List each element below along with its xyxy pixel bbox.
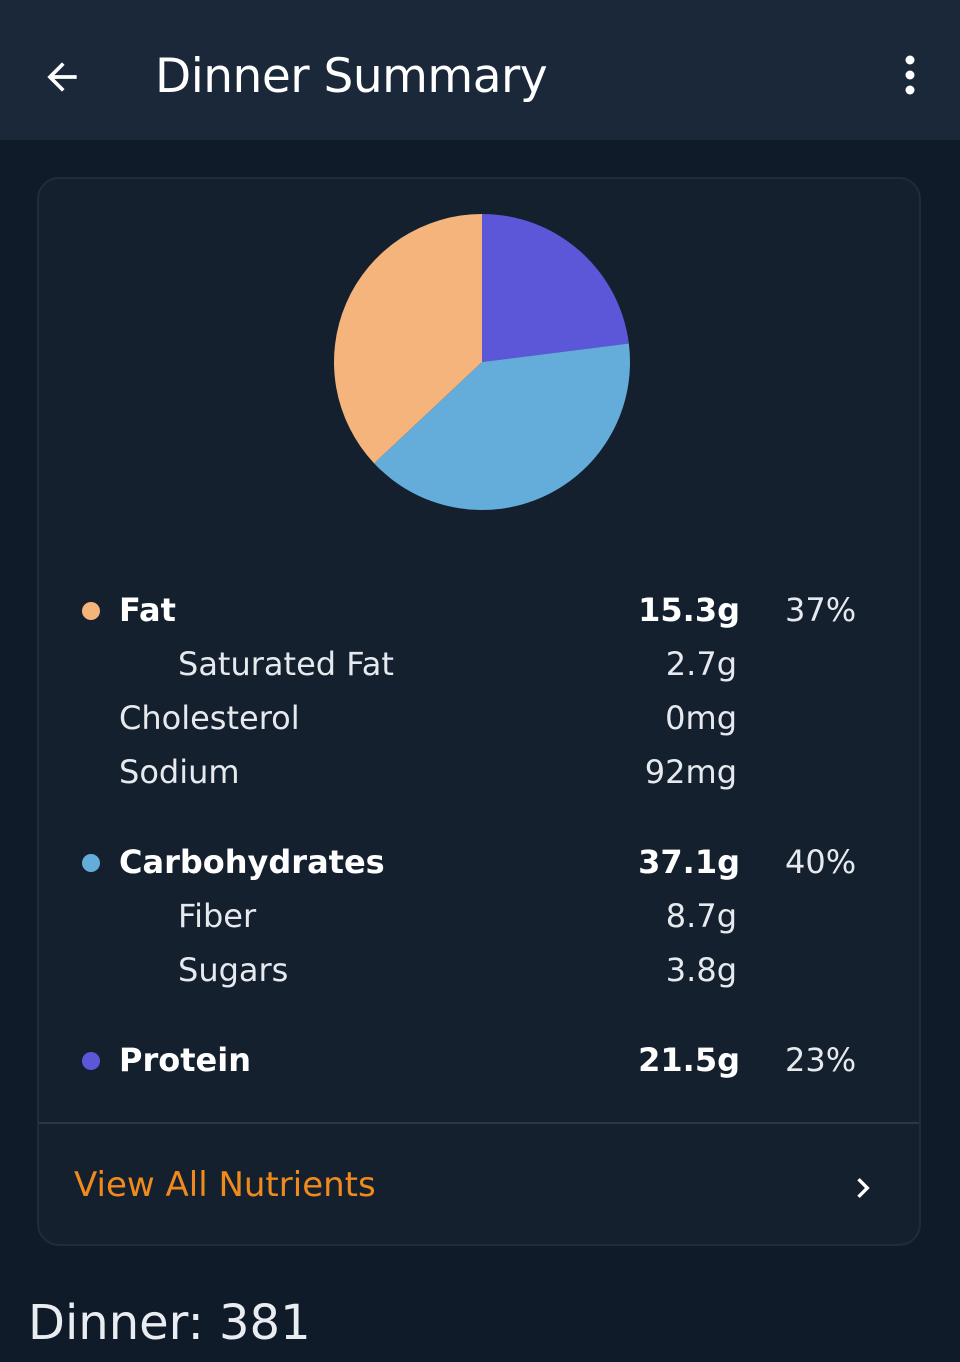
nutrient-label: Fat <box>119 591 176 629</box>
nutrient-row-sodium: Sodium 92mg <box>39 744 919 798</box>
nutrient-row-fiber: Fiber 8.7g <box>39 888 919 942</box>
nutrient-row-sugars: Sugars 3.8g <box>39 942 919 996</box>
nutrient-amount: 2.7g <box>665 645 737 683</box>
card-divider <box>39 1122 919 1124</box>
back-button[interactable] <box>30 45 94 109</box>
nutrient-amount: 0mg <box>665 699 737 737</box>
nutrient-percent: 23% <box>785 1041 857 1079</box>
view-all-nutrients-button[interactable]: View All Nutrients <box>39 1124 919 1244</box>
fat-legend-dot <box>82 602 100 620</box>
nutrient-row-protein: Protein 21.5g 23% <box>39 1032 919 1086</box>
nutrient-label: Fiber <box>178 897 257 935</box>
nutrient-label: Carbohydrates <box>119 843 385 881</box>
nutrient-amount: 37.1g <box>638 843 740 881</box>
nutrient-amount: 8.7g <box>665 897 737 935</box>
nutrient-row-saturated-fat: Saturated Fat 2.7g <box>39 636 919 690</box>
nutrient-percent: 40% <box>785 843 857 881</box>
app-bar: Dinner Summary <box>0 0 960 140</box>
protein-legend-dot <box>82 1052 100 1070</box>
more-options-button[interactable] <box>880 45 940 109</box>
nutrient-amount: 3.8g <box>665 951 737 989</box>
nutrient-row-cholesterol: Cholesterol 0mg <box>39 690 919 744</box>
nutrition-card: Fat 15.3g 37% Saturated Fat 2.7g Cholest… <box>37 177 921 1246</box>
nutrient-row-fat: Fat 15.3g 37% <box>39 582 919 636</box>
nutrient-label: Sodium <box>119 753 240 791</box>
nutrient-amount: 92mg <box>644 753 737 791</box>
page-title: Dinner Summary <box>155 49 548 104</box>
nutrient-percent: 37% <box>785 591 857 629</box>
view-all-nutrients-label: View All Nutrients <box>74 1165 376 1205</box>
carbohydrates-legend-dot <box>82 854 100 872</box>
arrow-left-icon <box>47 62 77 92</box>
nutrient-label: Saturated Fat <box>178 645 394 683</box>
pie-slice-carbohydrates <box>374 343 630 511</box>
nutrient-label: Sugars <box>178 951 289 989</box>
nutrient-label: Cholesterol <box>119 699 300 737</box>
macro-pie-chart <box>334 214 630 511</box>
pie-slice-protein <box>482 214 629 362</box>
dinner-calories-text: Dinner: 381 <box>28 1295 311 1351</box>
nutrient-label: Protein <box>119 1041 251 1079</box>
more-vertical-icon <box>905 55 915 95</box>
nutrient-amount: 15.3g <box>638 591 740 629</box>
nutrient-row-carbohydrates: Carbohydrates 37.1g 40% <box>39 834 919 888</box>
pie-slice-fat <box>334 214 482 464</box>
nutrient-amount: 21.5g <box>638 1041 740 1079</box>
chevron-right-icon <box>857 1178 870 1198</box>
